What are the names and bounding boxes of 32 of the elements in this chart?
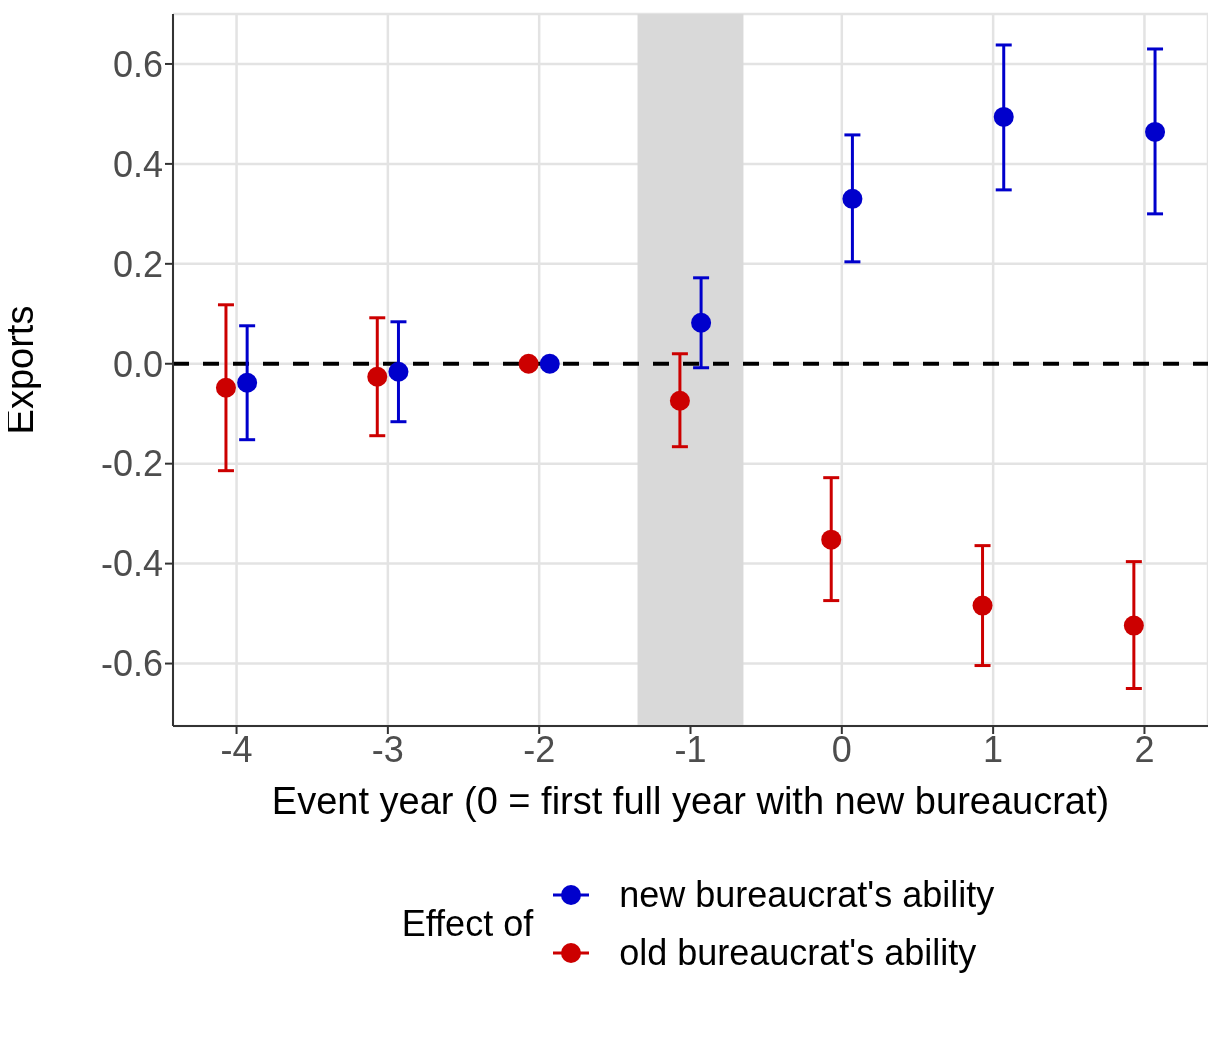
point	[1123, 615, 1144, 636]
y-tick-label: 0.4	[112, 143, 163, 185]
x-tick-label: 1	[983, 728, 1004, 770]
point	[539, 353, 560, 374]
point	[842, 188, 863, 209]
point	[972, 595, 993, 616]
x-tick-label: 2	[1134, 728, 1155, 770]
point	[215, 377, 236, 398]
y-tick-label: -0.2	[100, 443, 163, 485]
legend-label: old bureaucrat's ability	[619, 932, 977, 974]
legend-label: new bureaucrat's ability	[619, 874, 995, 916]
x-tick-label: 0	[831, 728, 852, 770]
x-tick-label: -3	[371, 728, 404, 770]
y-tick-label: 0.6	[112, 43, 163, 85]
y-tick-label: 0.0	[112, 343, 163, 385]
x-axis-title: Event year (0 = first full year with new bureaucrat)	[271, 780, 1110, 822]
point	[669, 390, 690, 411]
point	[388, 361, 409, 382]
point	[691, 312, 712, 333]
point	[821, 529, 842, 550]
x-tick-label: -2	[523, 728, 556, 770]
x-tick-label: -4	[220, 728, 253, 770]
point	[1145, 121, 1166, 142]
y-tick-label: -0.4	[100, 543, 163, 585]
point	[518, 353, 539, 374]
y-tick-label: 0.2	[112, 243, 163, 285]
x-tick-label: -1	[674, 728, 707, 770]
y-tick-label: -0.6	[100, 643, 163, 685]
legend-title: Effect of	[401, 903, 534, 945]
point	[993, 106, 1014, 127]
point	[367, 366, 388, 387]
point	[237, 372, 258, 393]
